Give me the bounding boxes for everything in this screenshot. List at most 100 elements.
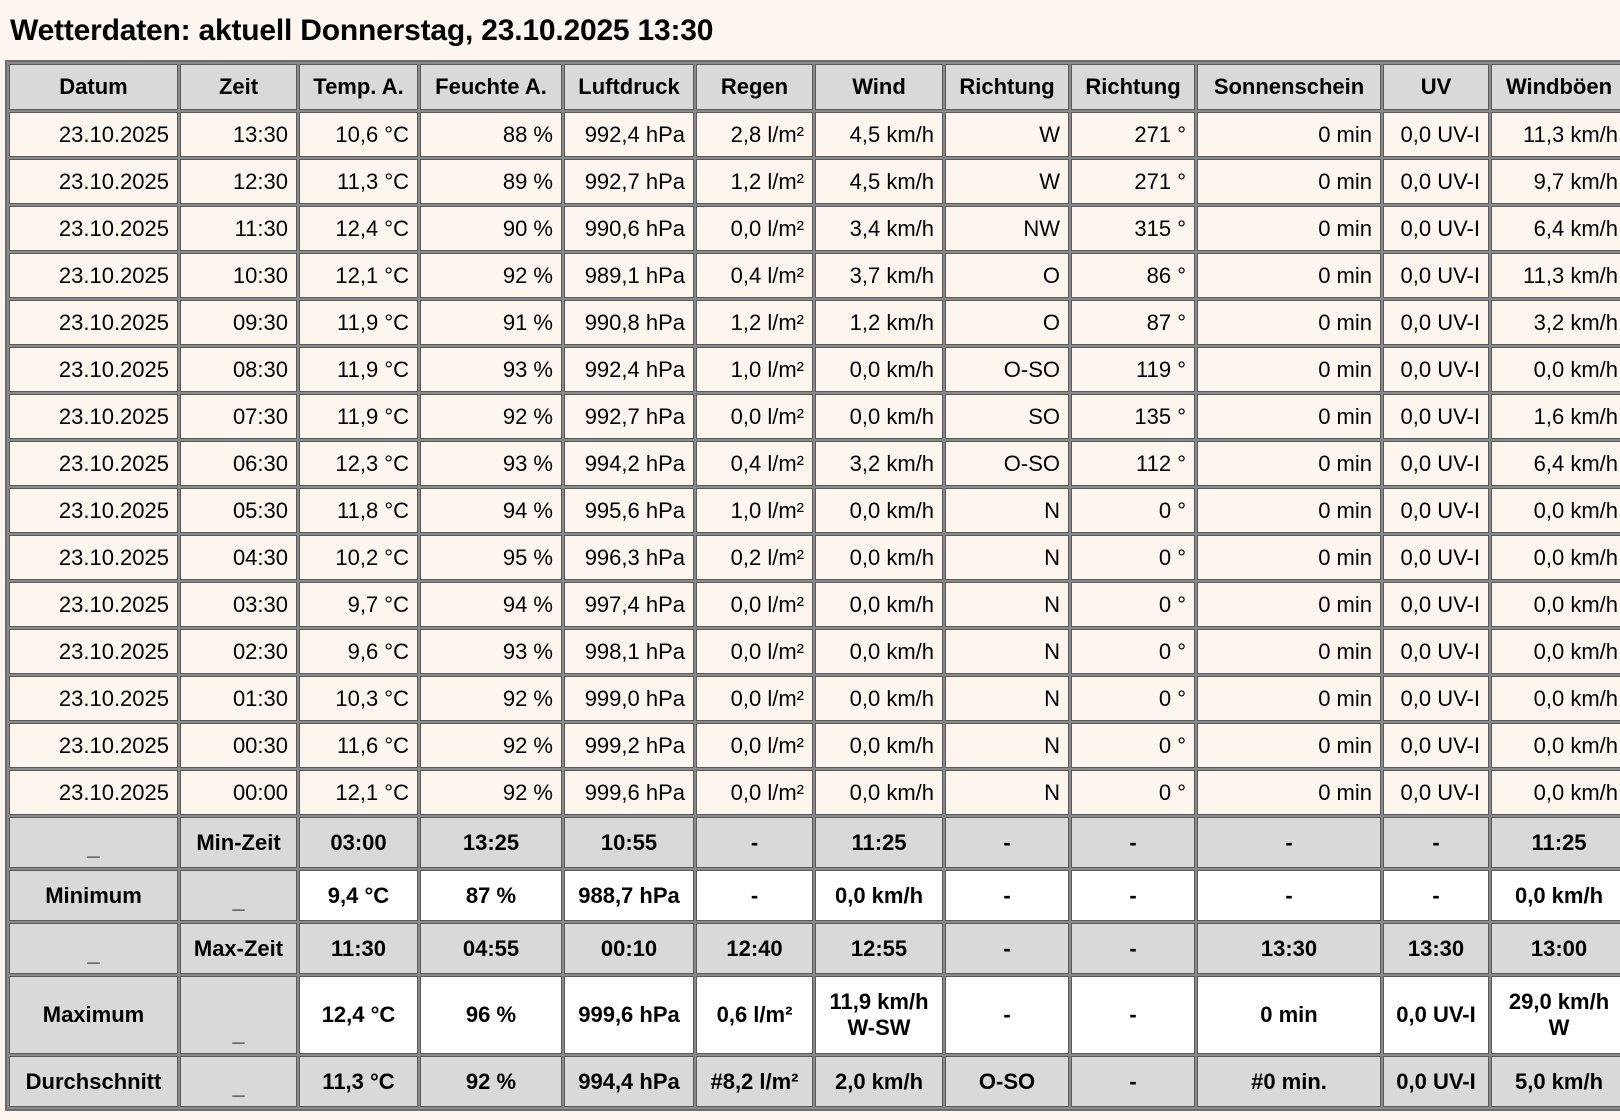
summary-cell-sonnenschein: 13:30	[1197, 923, 1381, 974]
cell-zeit: 03:30	[180, 582, 297, 627]
cell-sonnenschein: 0 min	[1197, 394, 1381, 439]
cell-richtung: O-SO	[945, 347, 1069, 392]
cell-feuchte: 92 %	[420, 676, 562, 721]
cell-sonnenschein: 0 min	[1197, 629, 1381, 674]
cell-sonnenschein: 0 min	[1197, 582, 1381, 627]
cell-luftdruck: 996,3 hPa	[564, 535, 694, 580]
cell-richtung: W	[945, 159, 1069, 204]
summary-label: Minimum	[9, 870, 178, 921]
column-header-feuchte: Feuchte A.	[420, 64, 562, 110]
table-row: 23.10.2025 00:00 12,1 °C 92 % 999,6 hPa 0,0 l…	[9, 770, 1620, 815]
cell-sonnenschein: 0 min	[1197, 770, 1381, 815]
summary-cell-richtung-grad: -	[1071, 1056, 1195, 1107]
table-row: 23.10.2025 12:30 11,3 °C 89 % 992,7 hPa 1,2 l…	[9, 159, 1620, 204]
cell-richtung-grad: 0 °	[1071, 770, 1195, 815]
cell-regen: 1,0 l/m²	[696, 347, 813, 392]
summary-cell-feuchte: 87 %	[420, 870, 562, 921]
cell-richtung: N	[945, 676, 1069, 721]
cell-luftdruck: 999,0 hPa	[564, 676, 694, 721]
cell-sonnenschein: 0 min	[1197, 112, 1381, 157]
cell-temp: 11,9 °C	[299, 300, 418, 345]
summary-cell-richtung-grad: -	[1071, 923, 1195, 974]
cell-feuchte: 93 %	[420, 441, 562, 486]
cell-sonnenschein: 0 min	[1197, 441, 1381, 486]
summary-cell-richtung: O-SO	[945, 1056, 1069, 1107]
cell-zeit: 06:30	[180, 441, 297, 486]
cell-uv: 0,0 UV-I	[1383, 112, 1489, 157]
cell-richtung-grad: 87 °	[1071, 300, 1195, 345]
cell-windboeen: 3,2 km/h	[1491, 300, 1620, 345]
cell-luftdruck: 992,7 hPa	[564, 394, 694, 439]
cell-feuchte: 92 %	[420, 723, 562, 768]
cell-wind: 0,0 km/h	[815, 770, 943, 815]
summary-cell-uv: -	[1383, 817, 1489, 868]
cell-zeit: 13:30	[180, 112, 297, 157]
cell-sonnenschein: 0 min	[1197, 300, 1381, 345]
cell-zeit: 10:30	[180, 253, 297, 298]
cell-datum: 23.10.2025	[9, 770, 178, 815]
summary-cell-regen: 12:40	[696, 923, 813, 974]
cell-zeit: 01:30	[180, 676, 297, 721]
cell-wind: 0,0 km/h	[815, 535, 943, 580]
cell-richtung-grad: 0 °	[1071, 629, 1195, 674]
summary-label: _	[180, 870, 297, 921]
cell-uv: 0,0 UV-I	[1383, 676, 1489, 721]
summary-cell-sonnenschein: -	[1197, 817, 1381, 868]
cell-datum: 23.10.2025	[9, 535, 178, 580]
cell-richtung-grad: 315 °	[1071, 206, 1195, 251]
table-row: 23.10.2025 11:30 12,4 °C 90 % 990,6 hPa 0,0 l…	[9, 206, 1620, 251]
cell-zeit: 09:30	[180, 300, 297, 345]
column-header-wind: Wind	[815, 64, 943, 110]
cell-feuchte: 88 %	[420, 112, 562, 157]
table-row: 23.10.2025 00:30 11,6 °C 92 % 999,2 hPa 0,0 l…	[9, 723, 1620, 768]
page-title: Wetterdaten: aktuell Donnerstag, 23.10.2…	[10, 14, 714, 47]
summary-label: _	[9, 923, 178, 974]
cell-richtung: N	[945, 629, 1069, 674]
column-header-temp: Temp. A.	[299, 64, 418, 110]
summary-cell-windboeen: 11:25	[1491, 817, 1620, 868]
cell-temp: 11,3 °C	[299, 159, 418, 204]
cell-wind: 0,0 km/h	[815, 582, 943, 627]
cell-zeit: 11:30	[180, 206, 297, 251]
cell-windboeen: 9,7 km/h	[1491, 159, 1620, 204]
cell-datum: 23.10.2025	[9, 159, 178, 204]
cell-regen: 0,0 l/m²	[696, 206, 813, 251]
cell-zeit: 00:30	[180, 723, 297, 768]
summary-cell-windboeen: 5,0 km/h	[1491, 1056, 1620, 1107]
cell-zeit: 05:30	[180, 488, 297, 533]
cell-datum: 23.10.2025	[9, 629, 178, 674]
header-row: Datum Zeit Temp. A. Feuchte A. Luftdruck Rege…	[9, 64, 1620, 110]
summary-cell-windboeen: 29,0 km/h W	[1491, 976, 1620, 1054]
summary-row-min-zeit: _ Min-Zeit 03:00 13:25 10:55-11:25- - - -11:25	[9, 817, 1620, 868]
cell-feuchte: 95 %	[420, 535, 562, 580]
summary-label: Maximum	[9, 976, 178, 1054]
cell-uv: 0,0 UV-I	[1383, 770, 1489, 815]
cell-regen: 0,0 l/m²	[696, 582, 813, 627]
cell-temp: 10,6 °C	[299, 112, 418, 157]
cell-wind: 4,5 km/h	[815, 112, 943, 157]
cell-luftdruck: 989,1 hPa	[564, 253, 694, 298]
cell-sonnenschein: 0 min	[1197, 159, 1381, 204]
table-row: 23.10.2025 08:30 11,9 °C 93 % 992,4 hPa 1,0 l…	[9, 347, 1620, 392]
summary-cell-sonnenschein: 0 min	[1197, 976, 1381, 1054]
summary-cell-uv: 0,0 UV-I	[1383, 1056, 1489, 1107]
cell-richtung-grad: 0 °	[1071, 582, 1195, 627]
cell-luftdruck: 999,2 hPa	[564, 723, 694, 768]
cell-regen: 0,0 l/m²	[696, 770, 813, 815]
cell-wind: 3,7 km/h	[815, 253, 943, 298]
summary-label: Min-Zeit	[180, 817, 297, 868]
cell-wind: 1,2 km/h	[815, 300, 943, 345]
summary-row-durchschnitt: Durchschnitt _ 11,3 °C 92 % 994,4 hPa #8,2 l/…	[9, 1056, 1620, 1107]
cell-zeit: 04:30	[180, 535, 297, 580]
summary-row-maximum: Maximum _ 12,4 °C 96 % 999,6 hPa 0,6 l/m² 11,9…	[9, 976, 1620, 1054]
summary-cell-sonnenschein: -	[1197, 870, 1381, 921]
cell-sonnenschein: 0 min	[1197, 206, 1381, 251]
cell-temp: 9,7 °C	[299, 582, 418, 627]
cell-temp: 11,9 °C	[299, 394, 418, 439]
cell-datum: 23.10.2025	[9, 206, 178, 251]
summary-cell-richtung: -	[945, 870, 1069, 921]
cell-uv: 0,0 UV-I	[1383, 723, 1489, 768]
summary-cell-feuchte: 04:55	[420, 923, 562, 974]
cell-regen: 1,0 l/m²	[696, 488, 813, 533]
summary-cell-wind: 2,0 km/h	[815, 1056, 943, 1107]
